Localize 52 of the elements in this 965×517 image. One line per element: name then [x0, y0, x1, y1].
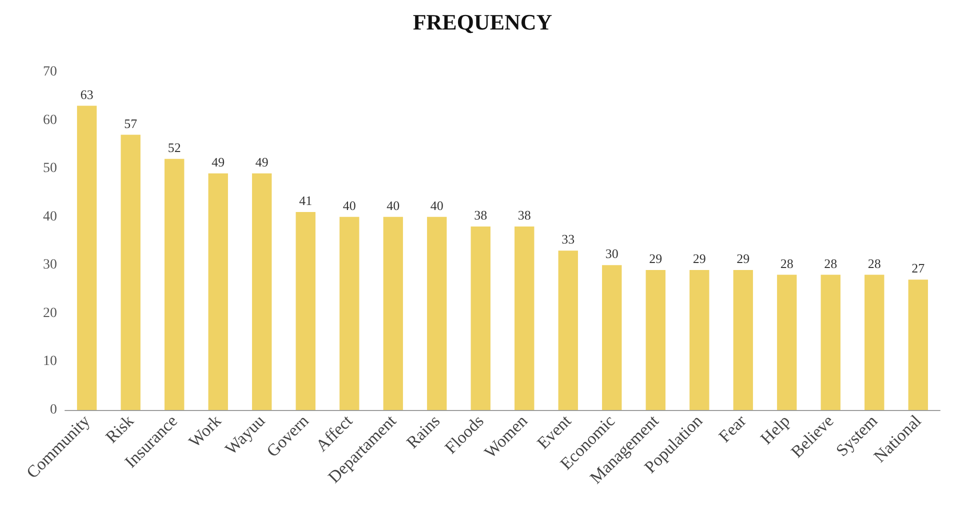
- data-label: 52: [168, 140, 181, 155]
- data-label: 28: [868, 256, 881, 271]
- bar: [777, 274, 797, 410]
- data-label: 49: [212, 154, 225, 170]
- y-tick-label: 10: [43, 354, 57, 370]
- data-label: 63: [80, 86, 94, 102]
- bar: [77, 106, 97, 410]
- bar: [602, 265, 622, 410]
- data-label: 27: [912, 260, 926, 276]
- bar: [514, 226, 534, 410]
- bar: [383, 216, 403, 410]
- bar: [340, 216, 360, 410]
- bar: [427, 216, 447, 410]
- bar: [820, 274, 840, 410]
- bar: [120, 134, 140, 410]
- data-label: 40: [386, 198, 400, 213]
- x-tick-label: Help: [756, 411, 794, 448]
- y-tick-label: 50: [43, 161, 57, 176]
- data-label: 38: [518, 208, 531, 223]
- x-tick-label: Work: [185, 410, 226, 452]
- bar: [690, 270, 710, 410]
- data-label: 41: [299, 193, 312, 208]
- x-tick-label: Fear: [715, 411, 750, 446]
- bar: [208, 173, 228, 410]
- data-label: 40: [430, 198, 444, 213]
- data-label: 28: [824, 256, 838, 271]
- data-label: 40: [342, 198, 356, 213]
- bar: [252, 173, 272, 410]
- data-label: 29: [649, 250, 662, 266]
- data-label: 28: [780, 256, 794, 271]
- bar: [470, 226, 490, 410]
- bar: [864, 274, 884, 410]
- chart-title: FREQUENCY: [412, 10, 552, 34]
- bar: [733, 270, 753, 410]
- bar: [646, 270, 666, 410]
- bar: [296, 212, 316, 410]
- y-tick-label: 40: [43, 209, 57, 224]
- y-tick-label: 70: [43, 64, 57, 80]
- data-label: 49: [255, 154, 268, 170]
- y-tick-label: 60: [43, 112, 57, 128]
- data-label: 29: [692, 250, 706, 266]
- data-label: 29: [736, 250, 750, 266]
- bar: [908, 280, 928, 410]
- bar: [558, 250, 578, 410]
- data-label: 30: [605, 246, 618, 262]
- y-tick-label: 0: [50, 402, 57, 418]
- data-label: 57: [124, 116, 138, 131]
- bar: [164, 158, 184, 410]
- y-tick-label: 30: [43, 258, 57, 273]
- y-tick-label: 20: [43, 306, 57, 321]
- data-label: 38: [474, 208, 488, 223]
- data-label: 33: [562, 232, 575, 247]
